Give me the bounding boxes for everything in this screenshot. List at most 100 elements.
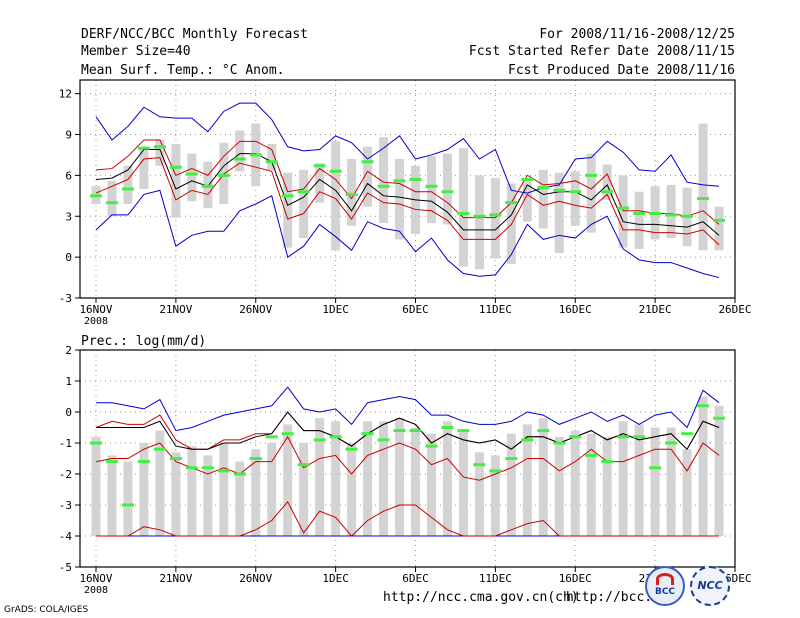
p1-ensemble-box	[155, 139, 165, 166]
p1-ensemble-box	[395, 159, 405, 240]
p1-marker-point	[585, 173, 598, 177]
p1-marker-point	[489, 213, 502, 217]
p2-lowest-percentile-line	[96, 501, 720, 537]
p1-y-tick-label: 12	[59, 88, 72, 101]
p2-marker-point	[473, 463, 486, 467]
p1-marker-point	[505, 201, 518, 205]
p2-marker-point	[505, 457, 518, 460]
p2-marker-point	[617, 435, 630, 439]
p2-marker-point	[313, 438, 326, 442]
p1-x-tick-label: 16DEC	[559, 303, 592, 316]
p1-marker-point	[217, 173, 230, 177]
p1-x-tick-label: 21NOV	[159, 303, 192, 316]
p1-marker-point	[425, 184, 438, 188]
p1-ensemble-box	[474, 175, 484, 270]
p2-marker-point	[217, 469, 230, 473]
p2-marker-point	[249, 457, 262, 460]
p1-ensemble-box	[139, 149, 149, 189]
p2-x-tick-label: 1DEC	[322, 572, 349, 585]
p1-marker-point	[665, 213, 678, 217]
p1-ensemble-box	[379, 137, 389, 224]
p2-marker-point	[569, 435, 582, 439]
p2-marker-point	[105, 460, 118, 464]
p2-marker-point	[713, 416, 726, 420]
p1-marker-point	[345, 192, 358, 196]
p1-marker-point	[90, 194, 102, 198]
ncc-logo-text: NCC	[697, 579, 723, 592]
p1-marker-point	[393, 179, 406, 183]
p2-marker-point	[537, 429, 550, 433]
bcc-logo: BCC	[645, 566, 685, 606]
p1-ensemble-box	[538, 169, 548, 229]
p2-ensemble-box	[522, 424, 532, 536]
p2-marker-point	[697, 404, 710, 408]
p2-ensemble-box	[331, 421, 341, 536]
p2-marker-point	[137, 460, 150, 464]
bcc-url[interactable]: http://bcc.c	[566, 590, 660, 605]
p2-ensemble-box	[267, 443, 277, 536]
p2-x-tick-label: 16NOV	[79, 572, 112, 585]
grads-credit: GrADS: COLA/IGES	[4, 605, 89, 615]
p1-y-tick-label: 6	[65, 169, 72, 182]
p1-ensemble-box	[426, 156, 436, 224]
p1-lower-percentile-line	[95, 157, 720, 246]
p1-marker-point	[553, 188, 566, 192]
p2-marker-point	[489, 469, 502, 473]
p1-ensemble-box	[171, 144, 181, 218]
p1-marker-point	[617, 206, 630, 210]
p1-ensemble-box	[187, 153, 197, 202]
p2-marker-point	[633, 435, 646, 439]
p1-ensemble-box	[570, 171, 580, 226]
p2-marker-point	[121, 503, 134, 507]
p1-marker-point	[409, 177, 422, 181]
p2-marker-point	[153, 447, 166, 451]
p2-ensemble-box	[379, 421, 389, 536]
fcst-produced-date: Fcst Produced Date 2008/11/16	[508, 63, 735, 78]
p1-marker-point	[153, 145, 166, 149]
p2-ensemble-box	[139, 443, 149, 536]
p1-x-tick-label: 26NOV	[239, 303, 272, 316]
p2-x-tick-label: 16DEC	[559, 572, 592, 585]
p2-ensemble-box	[283, 424, 293, 536]
p1-marker-point	[441, 190, 454, 194]
p1-ensemble-box	[698, 123, 708, 251]
p1-min-envelope-line	[95, 189, 720, 279]
p1-ensemble-box	[458, 148, 468, 267]
p2-lower-percentile-line	[95, 435, 720, 481]
p2-ensemble-box	[586, 433, 596, 536]
p2-marker-point	[329, 435, 342, 439]
p1-upper-percentile-line	[95, 139, 720, 225]
p1-ensemble-box	[618, 175, 628, 248]
p2-ensemble-box	[123, 461, 133, 536]
p1-marker-point	[233, 157, 246, 161]
p2-ensemble-box	[347, 443, 357, 536]
chart-title: DERF/NCC/BCC Monthly Forecast	[81, 27, 308, 42]
p1-marker-point	[713, 218, 726, 222]
p2-ensemble-box	[650, 427, 660, 536]
ncc-logo: NCC	[690, 566, 730, 606]
p2-ensemble-box	[554, 436, 564, 536]
p2-marker-point	[409, 429, 422, 433]
p1-marker-point	[281, 194, 294, 198]
p1-ensemble-mean-line	[95, 148, 720, 236]
p2-marker-point	[233, 472, 246, 476]
p2-y-tick-label: -4	[59, 530, 73, 543]
p2-marker-point	[345, 447, 358, 451]
ncc-url[interactable]: http://ncc.cma.gov.cn(ch)	[383, 590, 579, 605]
p1-x-tick-label: 21DEC	[639, 303, 672, 316]
fcst-started-date: Fcst Started Refer Date 2008/11/15	[468, 44, 735, 59]
p2-marker-point	[393, 429, 406, 433]
p2-x-tick-label: 26NOV	[239, 572, 272, 585]
p2-ensemble-box	[235, 461, 245, 536]
p2-ensemble-box	[91, 436, 101, 536]
p1-y-tick-label: 3	[65, 210, 72, 223]
p2-x-year-label: 2008	[84, 585, 108, 596]
p2-y-tick-label: -5	[59, 561, 72, 574]
p2-y-tick-label: -3	[59, 499, 72, 512]
p1-ensemble-box	[634, 191, 644, 249]
p2-x-tick-label: 11DEC	[479, 572, 512, 585]
p2-ensemble-box	[570, 430, 580, 536]
p1-x-year-label: 2008	[84, 316, 108, 327]
p1-x-tick-label: 11DEC	[479, 303, 512, 316]
p2-ensemble-mean-line	[96, 411, 720, 451]
